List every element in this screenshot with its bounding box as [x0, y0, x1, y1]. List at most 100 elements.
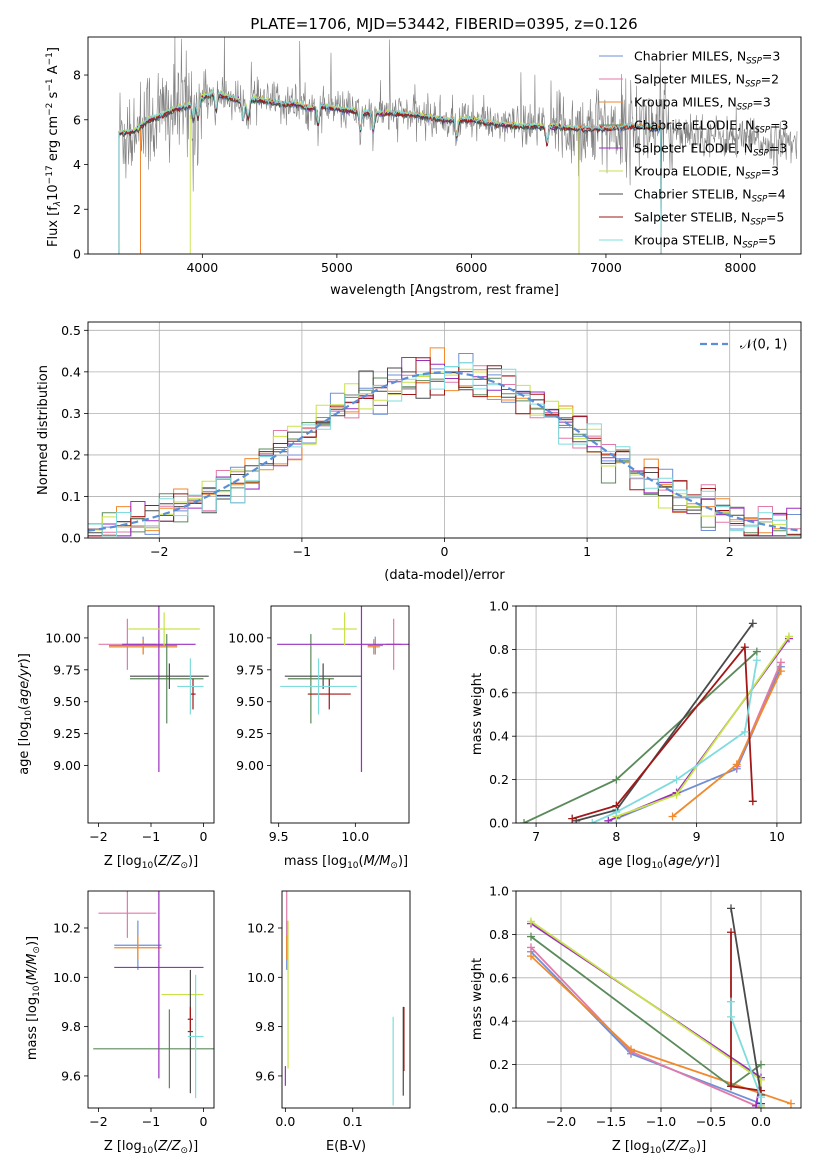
legend-text: Salpeter ELODIE, N	[634, 141, 753, 156]
x-tick-label: −2	[150, 544, 168, 559]
label-part: ⊙	[390, 861, 398, 871]
x-tick-label: 1	[583, 544, 591, 559]
series-salpeter-stelib	[727, 928, 765, 1095]
x-tick-label: −1.0	[646, 1114, 676, 1129]
x-tick-label: 7	[532, 829, 540, 844]
y-tick-label: 4	[73, 157, 81, 172]
legend-label: Chabrier ELODIE, NSSP=3	[634, 118, 789, 136]
legend-text: Salpeter MILES, N	[634, 72, 745, 87]
x-tick-label: −1	[142, 829, 160, 844]
series-line	[616, 635, 790, 818]
label-part: 10	[142, 861, 154, 871]
y-tick-label: 0.4	[489, 729, 509, 744]
series-kroupa-stelib	[588, 656, 761, 823]
data-point	[527, 952, 535, 961]
legend-text: Kroupa STELIB, N	[634, 233, 742, 248]
data-point	[627, 1045, 635, 1054]
plot-area	[118, 37, 798, 254]
legend-text: Salpeter STELIB, N	[634, 210, 750, 225]
residuals-panel: −2 −1 0 1 2 0.0 0.1 0.2 0.3 0.4 0.5 𝒩(0, 1) (data-mo…	[36, 321, 802, 583]
y-tick-label: 0.0	[61, 531, 81, 546]
label-part: )]	[710, 854, 720, 869]
data-point	[784, 632, 793, 641]
data-point	[740, 643, 749, 652]
errorbar-salpeter-elodie	[122, 606, 196, 772]
data-point	[776, 658, 785, 667]
y-tick-label: 0.3	[61, 406, 81, 421]
y-tick-label: 9.25	[53, 726, 81, 741]
data-spectrum	[118, 37, 798, 192]
legend-label: Salpeter MILES, NSSP=2	[634, 72, 779, 90]
label-part: Z [log	[104, 1139, 142, 1154]
y-tick-label: 1.0	[489, 884, 509, 899]
data-point	[727, 997, 735, 1006]
y-tick-label: 0.6	[489, 970, 509, 985]
y-tick-label: 9.8	[255, 1019, 275, 1034]
label-part: A	[46, 65, 61, 78]
errorbar-salpeter-elodie	[114, 891, 204, 1079]
normal-curve	[88, 371, 799, 532]
errorbar-chabrier-stelib	[284, 663, 362, 689]
series-kroupa-elodie	[527, 917, 765, 1108]
label-part: erg cm	[46, 116, 61, 165]
legend-sub: SSP	[737, 103, 753, 113]
x-axis-label: mass [log10(M/M⊙)]	[284, 854, 408, 871]
series-kroupa-miles	[668, 667, 785, 821]
label-part: )]	[696, 1139, 706, 1154]
ticks: −2.0 −1.5 −1.0 −0.5 0.0 0.0 0.2 0.4 0.6 0.8 1.0	[489, 884, 771, 1130]
data-point	[568, 814, 577, 823]
x-axis-label: Z [log10(Z/Z⊙)]	[104, 854, 198, 871]
series-line	[571, 644, 754, 820]
y-axis-label: age [log10(age/yr)]	[17, 653, 34, 775]
axes-frame	[515, 890, 802, 1109]
data-point	[668, 812, 677, 821]
legend-sub: SSP	[742, 241, 758, 251]
x-tick-label: 6000	[455, 260, 487, 275]
y-tick-label: 9.6	[61, 1068, 81, 1083]
errorbar-kroupa-stelib	[280, 658, 357, 715]
legend-label: Chabrier MILES, NSSP=3	[634, 49, 780, 67]
label-part: 10	[347, 861, 359, 871]
y-tick-label: 9.25	[236, 726, 264, 741]
y-tick-label: 10.00	[45, 630, 81, 645]
axes-frame	[270, 605, 410, 824]
label-part: Z/Z	[157, 854, 181, 869]
legend-suffix: =3	[769, 141, 787, 156]
x-tick-label: 8	[612, 829, 620, 844]
label-part: −17	[45, 165, 55, 184]
x-axis-label: age [log10(age/yr)]	[598, 854, 720, 871]
y-tick-label: 0.4	[489, 1014, 509, 1029]
y-axis-label: Flux [fλ10−17 erg cm−2 s−1 A−1]	[45, 47, 63, 247]
y-tick-label: 9.75	[53, 662, 81, 677]
plot-area	[527, 904, 795, 1108]
label-part: age [log	[17, 722, 32, 775]
ticks: −2 −1 0 1 2 0.0 0.1 0.2 0.3 0.4 0.5	[61, 323, 734, 559]
legend-text: Kroupa ELODIE, N	[634, 164, 745, 179]
errorbar-salpeter-stelib	[187, 1006, 193, 1032]
label-part: (	[153, 854, 158, 869]
series-line	[607, 637, 790, 822]
label-part: −1	[45, 52, 55, 65]
legend-suffix: =4	[767, 187, 785, 202]
x-tick-label: 9	[693, 829, 701, 844]
data-point	[727, 904, 735, 913]
y-tick-label: 2	[73, 202, 81, 217]
ticks: 4000 5000 6000 7000 8000 0 2 4 6 8	[73, 68, 756, 275]
legend-label: Salpeter STELIB, NSSP=5	[634, 210, 784, 228]
y-tick-label: 9.50	[53, 694, 81, 709]
y-tick-label: 0.4	[61, 364, 81, 379]
x-axis-label: E(B-V)	[326, 1139, 366, 1154]
label-part: ⊙	[180, 1146, 188, 1156]
plot-area	[93, 891, 214, 1099]
y-tick-label: 0.0	[489, 816, 509, 831]
y-tick-label: 9.00	[53, 758, 81, 773]
y-tick-label: 0.6	[489, 685, 509, 700]
series-salpeter-stelib	[568, 643, 757, 823]
label-part: M/M	[25, 954, 40, 981]
data-point	[757, 1093, 765, 1102]
label-part: Z/Z	[665, 1139, 689, 1154]
errorbar-kroupa-elodie	[332, 612, 357, 646]
x-axis-label: wavelength [Angstrom, rest frame]	[330, 283, 559, 298]
series-chabrier-elodie	[527, 932, 765, 1091]
label-part: )]	[188, 1139, 198, 1154]
